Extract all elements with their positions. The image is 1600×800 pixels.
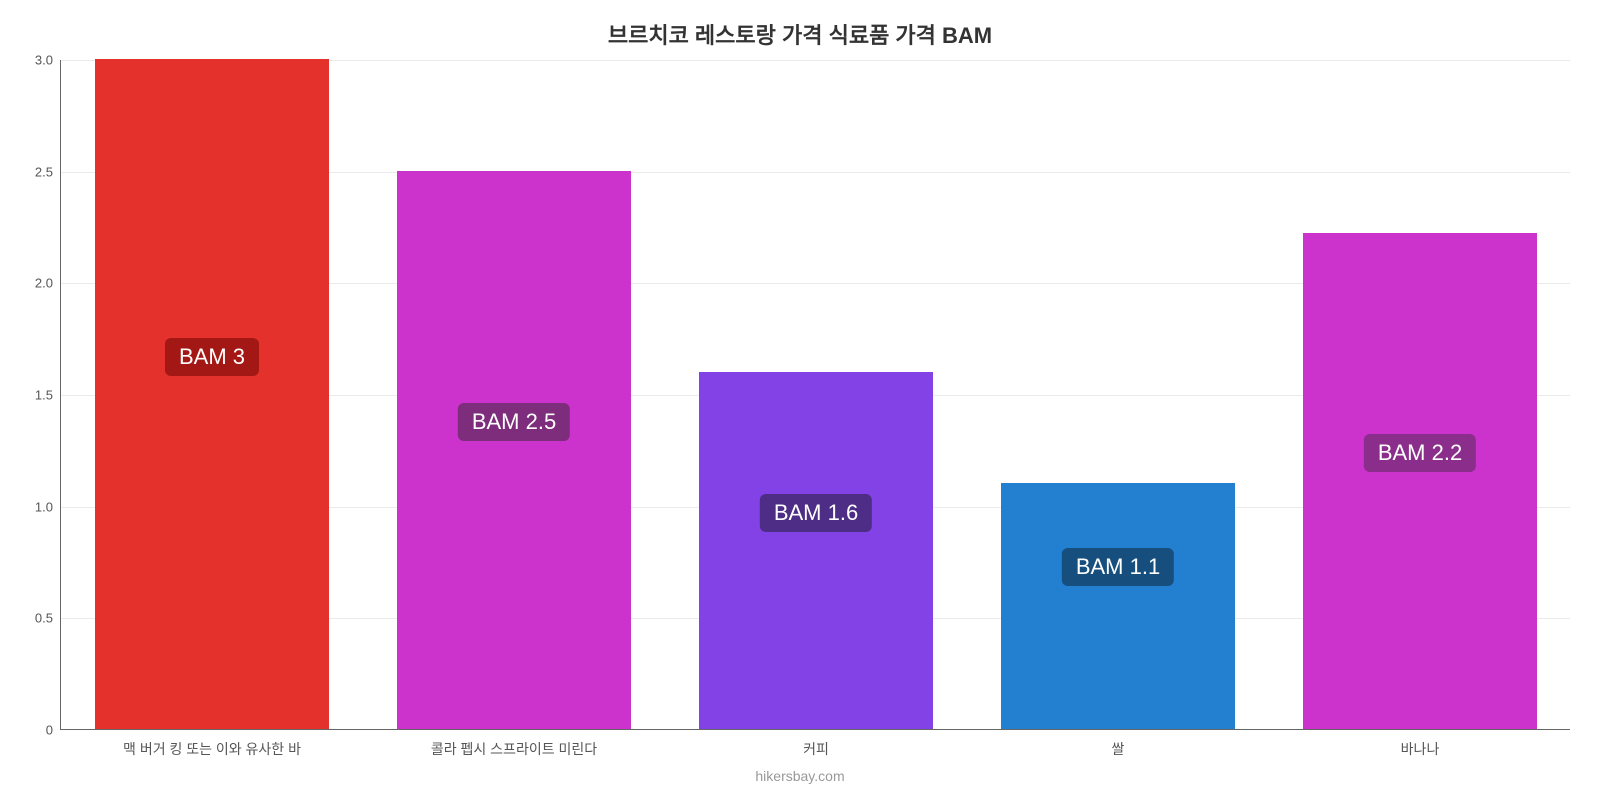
bar bbox=[1001, 483, 1235, 729]
y-tick-label: 3.0 bbox=[35, 53, 61, 68]
bar bbox=[699, 372, 933, 729]
bar bbox=[397, 171, 631, 729]
x-tick-label: 콜라 펩시 스프라이트 미린다 bbox=[431, 729, 597, 759]
bar-value-badge: BAM 3 bbox=[165, 338, 259, 376]
bar-value-badge: BAM 2.5 bbox=[458, 403, 570, 441]
x-tick-label: 쌀 bbox=[1112, 729, 1125, 759]
bar-value-badge: BAM 1.6 bbox=[760, 494, 872, 532]
x-tick-label: 바나나 bbox=[1401, 729, 1440, 759]
y-tick-label: 2.5 bbox=[35, 164, 61, 179]
bar-value-badge: BAM 1.1 bbox=[1062, 548, 1174, 586]
bar bbox=[95, 59, 329, 729]
y-tick-label: 1.0 bbox=[35, 499, 61, 514]
y-tick-label: 1.5 bbox=[35, 388, 61, 403]
bar-value-badge: BAM 2.2 bbox=[1364, 434, 1476, 472]
plot-area: 00.51.01.52.02.53.0BAM 3맥 버거 킹 또는 이와 유사한… bbox=[60, 60, 1570, 730]
chart-title: 브르치코 레스토랑 가격 식료품 가격 BAM bbox=[0, 18, 1600, 50]
y-tick-label: 2.0 bbox=[35, 276, 61, 291]
bar bbox=[1303, 233, 1537, 729]
x-tick-label: 맥 버거 킹 또는 이와 유사한 바 bbox=[123, 729, 301, 759]
chart-footer: hikersbay.com bbox=[0, 768, 1600, 784]
x-tick-label: 커피 bbox=[803, 729, 829, 759]
y-tick-label: 0.5 bbox=[35, 611, 61, 626]
y-tick-label: 0 bbox=[46, 723, 61, 738]
